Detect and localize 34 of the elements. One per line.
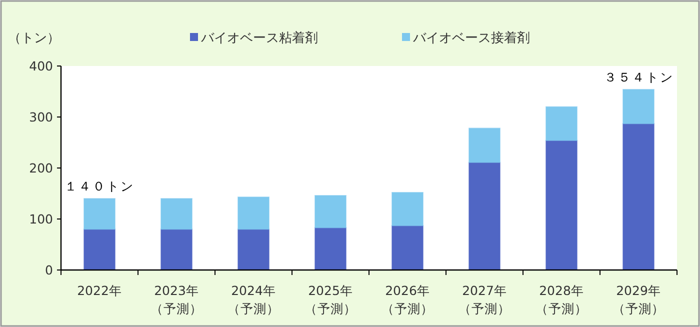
bar xyxy=(160,228,192,270)
annotation: ３５４トン xyxy=(604,69,674,84)
bar xyxy=(238,228,270,270)
annotation: １４０トン xyxy=(64,178,134,194)
x-tick-label: 2026年（予測） xyxy=(382,283,434,316)
y-tick-label: 100 xyxy=(29,212,54,226)
y-tick-label: 200 xyxy=(29,160,54,176)
bar xyxy=(468,162,500,270)
bar xyxy=(468,128,500,163)
x-tick-label: 2027年（予測） xyxy=(458,283,510,316)
bar xyxy=(622,123,654,270)
legend-label: バイオベース接着剤 xyxy=(412,30,530,46)
x-tick-label: 2022年 xyxy=(77,283,122,298)
bar xyxy=(238,196,270,230)
x-tick-label: 2028年（予測） xyxy=(536,283,588,316)
y-axis-title: （トン） xyxy=(8,31,60,46)
bar xyxy=(392,225,424,270)
bar xyxy=(314,227,346,270)
x-tick-label: 2025年（予測） xyxy=(304,283,356,316)
bar xyxy=(314,195,346,228)
x-tick-label: 2024年（予測） xyxy=(228,283,280,316)
x-tick-label: 2023年（予測） xyxy=(150,283,202,316)
bar xyxy=(546,106,578,141)
y-tick-label: 300 xyxy=(29,110,54,124)
legend-label: バイオベース粘着剤 xyxy=(200,30,318,46)
bar xyxy=(622,88,654,124)
bar xyxy=(84,228,116,270)
y-tick-label: 0 xyxy=(45,262,54,278)
bar xyxy=(160,198,192,230)
x-tick-label: 2029年（予測） xyxy=(612,283,664,316)
y-tick-label: 400 xyxy=(29,58,54,74)
bar xyxy=(84,198,116,230)
bar xyxy=(546,140,578,270)
bar xyxy=(392,192,424,226)
